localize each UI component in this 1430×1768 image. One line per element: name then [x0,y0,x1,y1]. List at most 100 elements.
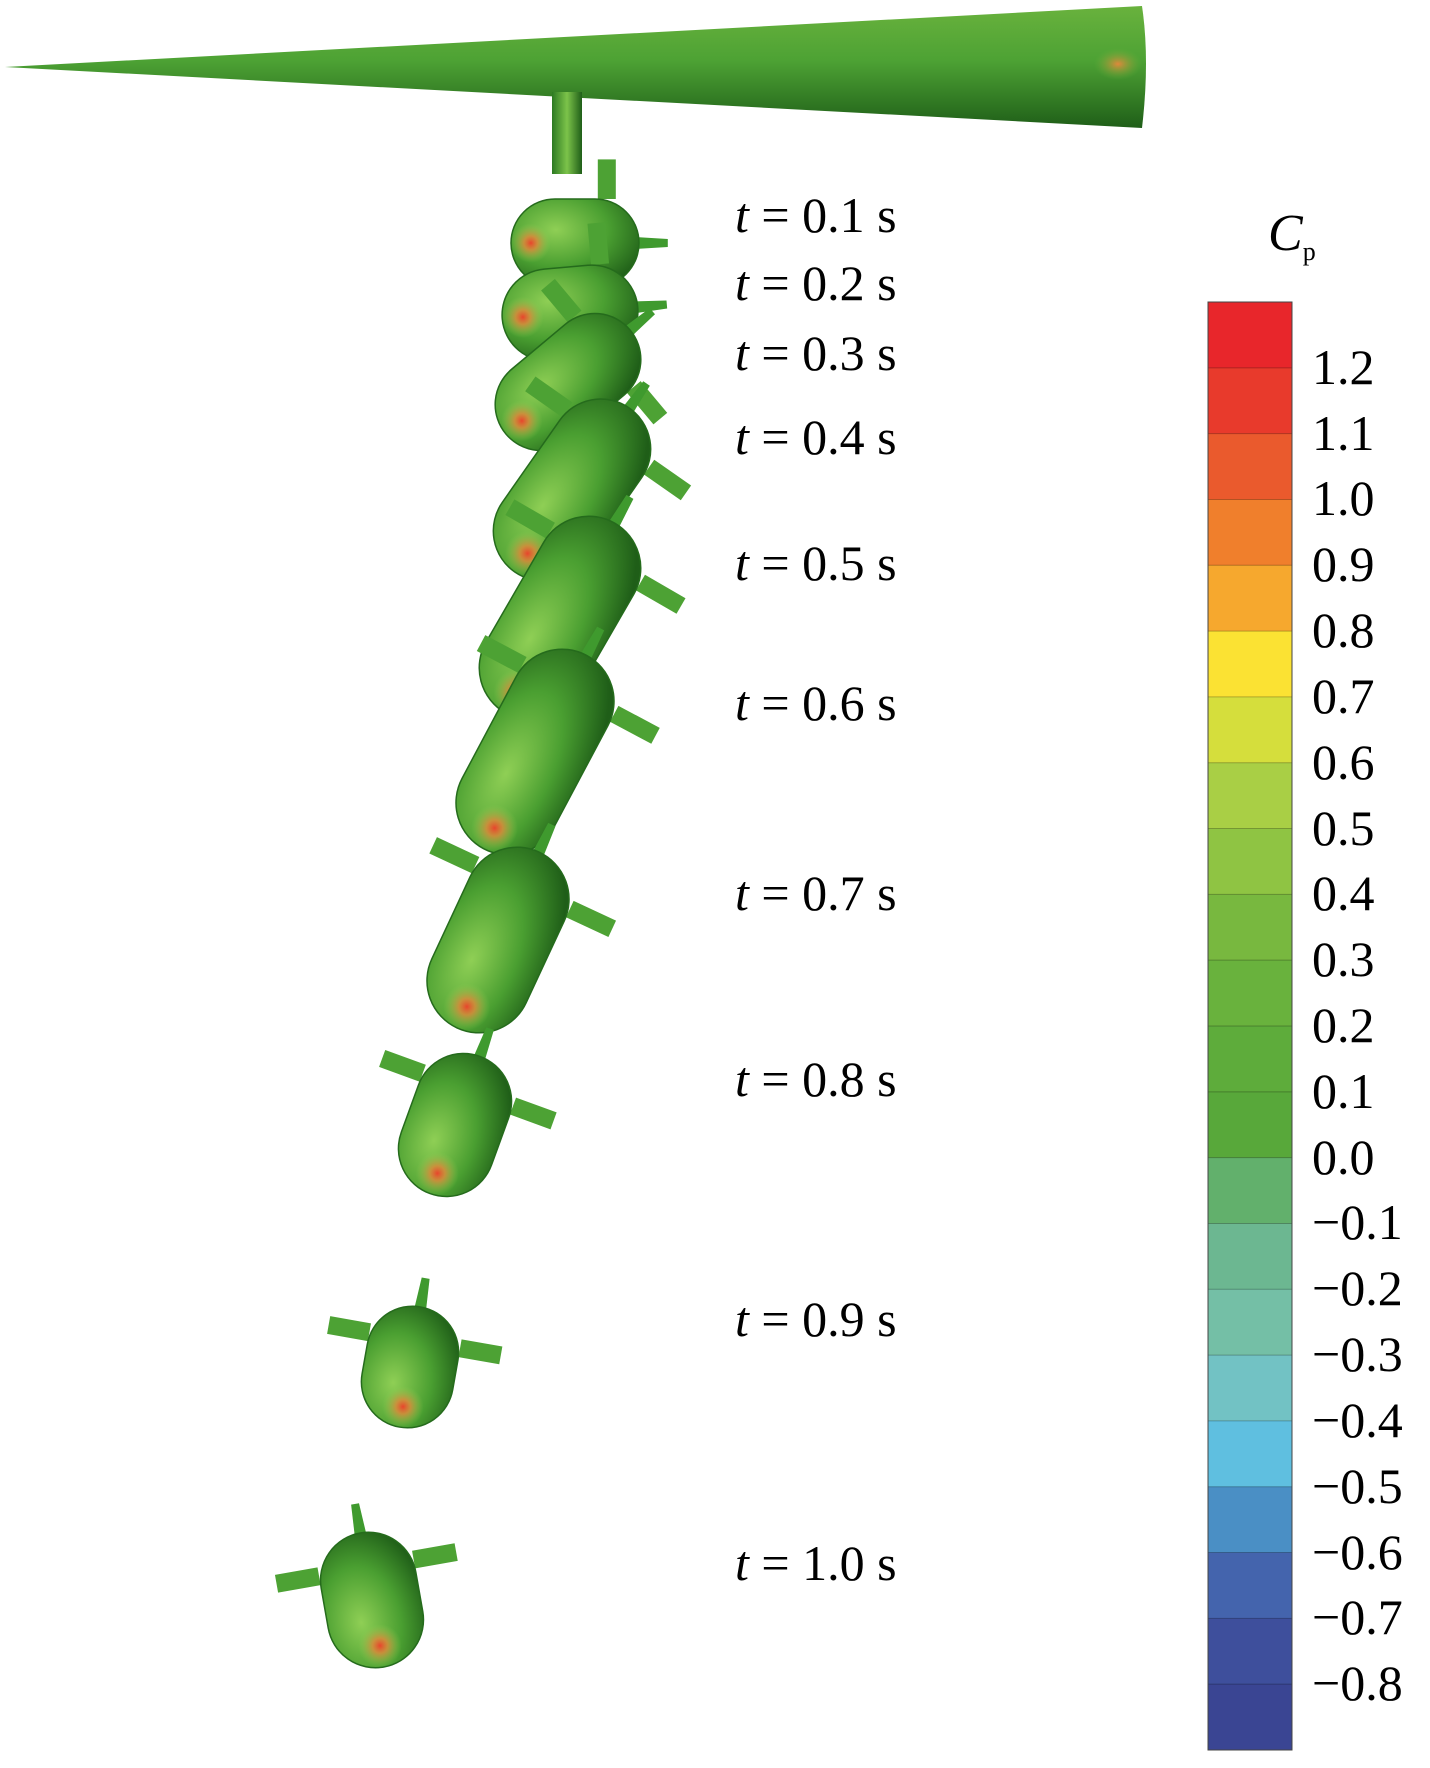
colorbar-tick-label: 1.2 [1312,338,1375,395]
colorbar-tick-label: 0.3 [1312,931,1375,988]
colorbar-tick-label: 0.5 [1312,799,1375,856]
colorbar-band [1208,1223,1292,1290]
colorbar-tick-label: −0.7 [1312,1589,1403,1646]
stagnation-point [471,804,518,852]
time-label-value: = 0.8 s [748,1051,897,1107]
colorbar-tick-label: 0.8 [1312,602,1375,659]
time-label-variable: t [735,325,749,381]
colorbar-band [1208,1289,1292,1356]
colorbar-band [1208,1355,1292,1422]
time-label-value: = 0.6 s [748,675,897,731]
colorbar-tick-label: 0.2 [1312,997,1375,1053]
store-body [455,626,660,856]
store-fin [476,635,527,673]
stagnation-point [415,1151,460,1195]
time-label-variable: t [735,255,749,311]
colorbar-tick-label: 1.1 [1312,404,1375,461]
time-label-variable: t [735,535,749,591]
colorbar-band [1208,1618,1292,1685]
colorbar-band [1208,762,1292,830]
time-label-variable: t [735,1051,749,1107]
colorbar-title: Cp [1268,208,1316,265]
time-label: t = 0.2 s [735,258,897,308]
colorbar-band [1208,828,1292,895]
time-label: t = 0.8 s [735,1054,897,1104]
colorbar-tick-label: 0.0 [1312,1128,1375,1185]
stagnation-point [502,296,544,338]
store-body [426,822,617,1034]
time-label: t = 0.9 s [735,1294,897,1344]
colorbar-tick-label: 1.0 [1312,470,1375,527]
time-label-variable: t [735,675,749,731]
colorbar-tick-label: 0.1 [1312,1062,1375,1119]
store-positions [274,159,692,1669]
colorbar-tick-label: −0.1 [1312,1194,1403,1251]
colorbar-band [1208,631,1292,698]
colorbar-band [1208,302,1292,369]
stagnation-point [382,1385,424,1428]
colorbar-tick-label: −0.6 [1312,1523,1403,1580]
colorbar-band [1208,1026,1292,1093]
time-label-value: = 0.3 s [748,325,897,381]
colorbar-band [1208,367,1292,435]
colorbar-tick-label: 0.4 [1312,865,1375,922]
time-label: t = 0.6 s [735,678,897,728]
colorbar-band [1208,1420,1292,1488]
time-label-value: = 0.4 s [748,409,897,465]
store-fin [429,837,480,874]
colorbar-tick-label: −0.4 [1312,1391,1403,1448]
store-fin [635,574,686,614]
colorbar-tick-label: −0.5 [1312,1457,1403,1514]
store-fin [327,1316,371,1342]
colorbar-tick-label: −0.8 [1312,1655,1403,1712]
pylon [552,92,582,174]
colorbar-band [1208,1486,1292,1554]
time-label-value: = 0.2 s [748,255,897,311]
store-fin [597,159,616,199]
time-label-value: = 0.9 s [748,1291,897,1347]
time-label-variable: t [735,1535,749,1591]
time-label: t = 0.4 s [735,412,897,462]
time-label-value: = 0.7 s [748,865,897,921]
store-fin [525,376,573,418]
time-label-value: = 1.0 s [748,1535,897,1591]
colorbar-title-symbol: C [1268,205,1303,262]
store-fin [412,1543,458,1569]
time-label: t = 1.0 s [735,1538,897,1588]
time-label-value: = 0.5 s [748,535,897,591]
store-fin [509,1097,557,1130]
store-body [274,1503,458,1669]
store-fin [458,1339,503,1365]
colorbar-title-subscript: p [1302,237,1316,266]
time-label: t = 0.5 s [735,538,897,588]
time-label-value: = 0.1 s [748,187,897,243]
stagnation-point [501,400,543,442]
store-fin [587,222,610,265]
colorbar-band [1208,960,1292,1027]
colorbar-band [1208,1157,1292,1224]
colorbar-tick-label: −0.2 [1312,1260,1403,1317]
colorbar-tick-label: 0.9 [1312,536,1375,593]
stagnation-point [443,983,491,1031]
colorbar-tick-label: 0.7 [1312,667,1375,724]
wing [5,6,1146,128]
time-label: t = 0.7 s [735,868,897,918]
time-label: t = 0.3 s [735,328,897,378]
colorbar-band [1208,499,1292,566]
colorbar-band [1208,1552,1292,1619]
store-fin [566,900,617,937]
stagnation-point [358,1624,402,1668]
store-body [492,376,692,582]
time-label-variable: t [735,865,749,921]
store-fin [609,705,660,744]
time-label-variable: t [735,409,749,465]
store-body [379,1027,557,1198]
stagnation-point [511,223,551,263]
colorbar-band [1208,433,1292,500]
colorbar-band [1208,1091,1292,1159]
colorbar-frame [1207,301,1293,1751]
time-label-variable: t [735,1291,749,1347]
